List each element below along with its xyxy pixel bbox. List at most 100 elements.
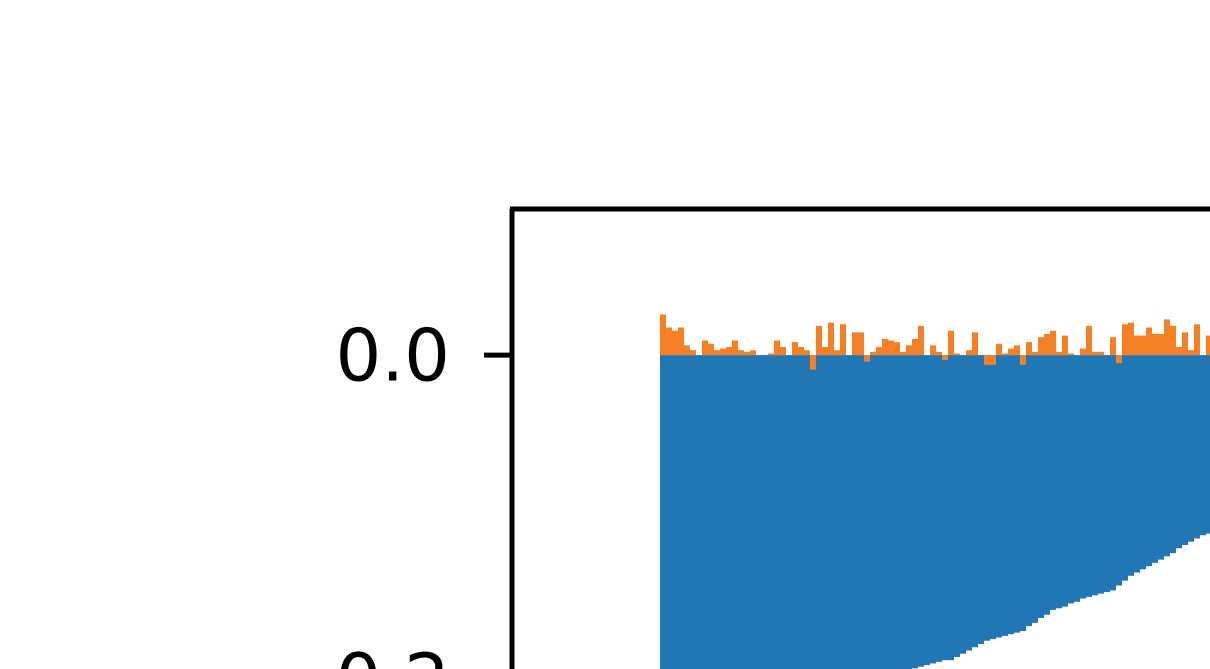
bar — [882, 338, 888, 356]
bar — [720, 355, 726, 669]
bar — [954, 355, 960, 657]
bar — [828, 322, 834, 356]
bar — [906, 345, 912, 356]
bar — [756, 355, 762, 669]
bar — [822, 355, 828, 669]
bar — [840, 355, 846, 669]
bar — [702, 340, 708, 356]
bar — [1188, 350, 1194, 356]
bar — [750, 350, 756, 356]
bar — [1140, 335, 1146, 356]
bar — [678, 355, 684, 669]
bar — [1008, 348, 1014, 356]
bar — [882, 355, 888, 669]
bar — [750, 355, 756, 669]
bar — [702, 355, 708, 669]
bar — [1164, 319, 1170, 356]
bar — [768, 355, 774, 669]
bar — [1044, 333, 1050, 356]
bar — [792, 342, 798, 356]
bar — [780, 355, 786, 669]
bar — [1146, 327, 1152, 356]
bar — [810, 355, 816, 669]
bar — [708, 343, 714, 356]
bar — [912, 338, 918, 356]
bar — [918, 355, 924, 667]
bar — [1002, 353, 1008, 356]
bar — [936, 355, 942, 662]
bar — [666, 355, 672, 669]
bar — [1116, 355, 1122, 586]
bar — [744, 351, 750, 356]
bar — [1062, 335, 1068, 356]
bar — [1050, 355, 1056, 610]
bar — [1116, 355, 1122, 364]
bar — [726, 346, 732, 356]
bar — [1140, 355, 1146, 570]
bar — [1050, 330, 1056, 356]
bar — [918, 325, 924, 356]
bar — [1194, 324, 1200, 356]
bar — [1110, 337, 1116, 356]
bar — [1080, 355, 1086, 599]
bar — [684, 345, 690, 356]
bar — [1098, 351, 1104, 356]
bar — [1176, 346, 1182, 356]
bar — [1194, 355, 1200, 539]
bar — [738, 350, 744, 356]
bar — [1128, 322, 1134, 356]
bar — [660, 314, 666, 356]
bar — [1074, 355, 1080, 602]
bar — [1152, 333, 1158, 356]
bar — [828, 355, 834, 669]
bar — [732, 355, 738, 669]
bar — [1176, 355, 1182, 549]
bar — [816, 325, 822, 356]
bar — [930, 355, 936, 664]
bar — [1086, 355, 1092, 597]
bar — [972, 355, 978, 648]
bar — [1002, 355, 1008, 636]
bar — [768, 353, 774, 356]
bar — [786, 355, 792, 669]
bar — [1122, 355, 1128, 581]
bar — [1170, 355, 1176, 554]
bar — [954, 353, 960, 356]
bar — [1044, 355, 1050, 615]
bar — [852, 355, 858, 669]
bar — [696, 355, 702, 669]
bar — [732, 340, 738, 356]
bar — [1158, 333, 1164, 356]
bar — [1014, 345, 1020, 356]
bar — [1038, 355, 1044, 619]
bar — [714, 350, 720, 356]
bar — [804, 355, 810, 669]
bar — [1014, 355, 1020, 633]
bar — [1164, 355, 1170, 557]
bar — [714, 355, 720, 669]
bar — [942, 355, 948, 661]
bar — [1098, 355, 1104, 594]
bar — [1092, 351, 1098, 356]
bar — [1104, 355, 1110, 593]
bar — [966, 355, 972, 651]
bar — [846, 355, 852, 669]
bar — [888, 355, 894, 669]
bar — [960, 355, 966, 654]
bar — [1086, 325, 1092, 356]
bar — [666, 327, 672, 356]
bar — [798, 346, 804, 356]
bar — [678, 327, 684, 356]
bar — [924, 355, 930, 666]
bar — [858, 355, 864, 669]
bar — [1056, 351, 1062, 356]
bar — [1158, 355, 1164, 560]
bar — [876, 355, 882, 669]
bar — [1008, 355, 1014, 635]
bar — [912, 355, 918, 669]
bar — [900, 355, 906, 669]
bar — [780, 346, 786, 356]
bar — [690, 355, 696, 669]
bar — [1182, 355, 1188, 545]
